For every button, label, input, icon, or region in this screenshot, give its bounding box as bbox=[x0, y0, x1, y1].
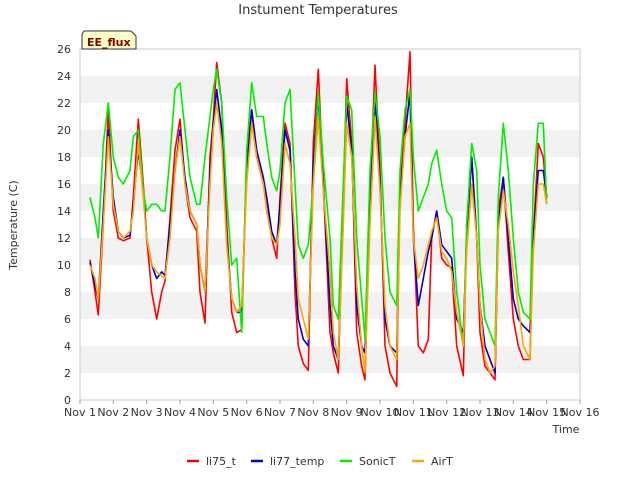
x-tick-label: Nov 7 bbox=[264, 406, 296, 419]
x-tick-label: Nov 6 bbox=[231, 406, 263, 419]
chart-title: Instument Temperatures bbox=[238, 3, 398, 18]
x-tick-label: Nov 14 bbox=[494, 406, 533, 419]
x-tick-label: Nov 5 bbox=[197, 406, 229, 419]
x-tick-label: Nov 12 bbox=[427, 406, 466, 419]
x-tick-label: Nov 10 bbox=[361, 406, 400, 419]
badge-label: EE_flux bbox=[87, 36, 131, 49]
x-axis-ticks: Nov 1 Nov 2 Nov 3 Nov 4 Nov 5 Nov 6 Nov 7 Nov 8… bbox=[64, 400, 599, 419]
legend-label: li77_temp bbox=[270, 455, 324, 468]
x-axis-label: Time bbox=[552, 423, 580, 436]
series-line-airt bbox=[89, 102, 548, 374]
grid-band bbox=[80, 157, 580, 184]
y-tick-label: 10 bbox=[57, 259, 71, 272]
grid-bands bbox=[80, 49, 580, 400]
y-tick-label: 22 bbox=[57, 97, 71, 110]
y-tick-label: 4 bbox=[64, 340, 71, 353]
y-tick-label: 18 bbox=[57, 151, 71, 164]
grid-band bbox=[80, 373, 580, 400]
x-tick-label: Nov 8 bbox=[297, 406, 329, 419]
x-tick-label: Nov 4 bbox=[164, 406, 196, 419]
x-tick-label: Nov 1 bbox=[64, 406, 96, 419]
y-tick-label: 24 bbox=[57, 70, 71, 83]
grid-band bbox=[80, 346, 580, 373]
legend-label: AirT bbox=[431, 455, 453, 468]
x-tick-label: Nov 9 bbox=[331, 406, 363, 419]
x-tick-label: Nov 2 bbox=[97, 406, 129, 419]
ee-flux-badge: EE_flux bbox=[81, 30, 137, 50]
grid-band bbox=[80, 130, 580, 157]
y-axis-label: Temperature (C) bbox=[7, 180, 20, 270]
y-tick-label: 14 bbox=[57, 205, 71, 218]
x-tick-label: Nov 3 bbox=[131, 406, 163, 419]
y-tick-label: 26 bbox=[57, 43, 71, 56]
x-tick-label: Nov 13 bbox=[461, 406, 500, 419]
grid-band bbox=[80, 49, 580, 76]
grid-band bbox=[80, 76, 580, 103]
y-tick-label: 0 bbox=[64, 394, 71, 407]
x-tick-label: Nov 15 bbox=[527, 406, 566, 419]
series-line-sonict bbox=[89, 68, 548, 347]
legend-label: li75_t bbox=[206, 455, 237, 468]
grid-band bbox=[80, 184, 580, 211]
y-tick-label: 12 bbox=[57, 232, 71, 245]
series-lines bbox=[89, 50, 548, 388]
y-tick-label: 2 bbox=[64, 367, 71, 380]
grid-band bbox=[80, 103, 580, 130]
y-tick-label: 6 bbox=[64, 313, 71, 326]
y-tick-label: 16 bbox=[57, 178, 71, 191]
legend-label: SonicT bbox=[359, 455, 396, 468]
legend: li75_t li77_temp SonicT AirT bbox=[187, 455, 453, 468]
badge-shape bbox=[81, 30, 137, 50]
x-tick-label: Nov 16 bbox=[561, 406, 600, 419]
x-tick-label: Nov 11 bbox=[394, 406, 433, 419]
y-tick-label: 8 bbox=[64, 286, 71, 299]
plot-area-border bbox=[79, 48, 581, 401]
y-tick-label: 20 bbox=[57, 124, 71, 137]
